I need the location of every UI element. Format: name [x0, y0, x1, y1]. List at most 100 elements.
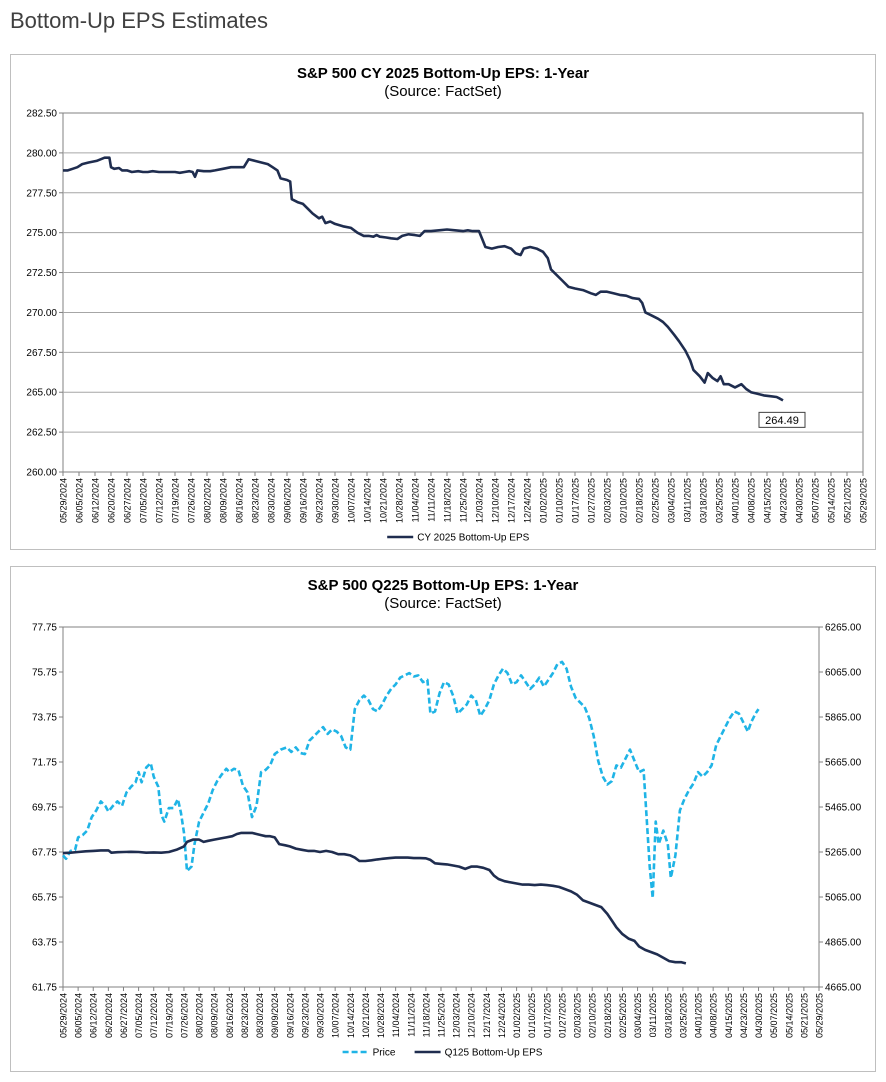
x-tick-label: 06/27/2024 [119, 993, 129, 1038]
y-tick-label: 282.50 [26, 109, 57, 120]
y-right-tick-label: 6065.00 [825, 668, 862, 679]
y-tick-label: 262.50 [26, 428, 57, 439]
x-tick-label: 04/08/2025 [709, 993, 719, 1038]
x-tick-label: 03/18/2025 [699, 478, 709, 523]
x-tick-label: 11/25/2024 [437, 993, 447, 1037]
y-right-tick-label: 4865.00 [825, 938, 862, 949]
x-tick-label: 08/16/2024 [235, 478, 245, 523]
x-tick-label: 02/18/2025 [635, 478, 645, 523]
y-right-tick-label: 5065.00 [825, 893, 862, 904]
x-tick-label: 12/10/2024 [491, 478, 501, 523]
y-tick-label: 63.75 [32, 938, 57, 949]
x-tick-label: 06/12/2024 [89, 993, 99, 1038]
x-tick-label: 12/17/2024 [507, 478, 517, 523]
series-line-0 [62, 660, 760, 900]
x-tick-label: 04/30/2025 [754, 993, 764, 1038]
x-tick-label: 02/25/2025 [651, 478, 661, 523]
x-tick-label: 06/05/2024 [75, 478, 85, 523]
x-tick-label: 12/03/2024 [475, 478, 485, 523]
x-tick-label: 05/29/2024 [59, 478, 69, 523]
x-tick-label: 03/18/2025 [663, 993, 673, 1038]
page-title: Bottom-Up EPS Estimates [10, 8, 268, 33]
x-tick-label: 03/04/2025 [667, 478, 677, 523]
x-tick-label: 04/30/2025 [795, 478, 805, 523]
x-tick-label: 04/15/2025 [724, 993, 734, 1038]
x-tick-label: 12/03/2024 [452, 993, 462, 1038]
x-tick-label: 10/07/2024 [331, 993, 341, 1038]
y-tick-label: 280.00 [26, 148, 57, 159]
y-right-tick-label: 5265.00 [825, 848, 862, 859]
x-tick-label: 02/03/2025 [603, 478, 613, 523]
x-tick-label: 05/14/2025 [784, 993, 794, 1038]
chart-title: S&P 500 CY 2025 Bottom-Up EPS: 1-Year [296, 65, 590, 82]
x-tick-label: 12/10/2024 [467, 993, 477, 1038]
y-tick-label: 71.75 [32, 758, 57, 769]
x-tick-label: 10/21/2024 [379, 478, 389, 523]
x-tick-label: 04/01/2025 [694, 993, 704, 1038]
x-tick-label: 09/09/2024 [270, 993, 280, 1038]
x-tick-label: 01/17/2025 [542, 993, 552, 1038]
x-tick-label: 11/11/2024 [406, 993, 416, 1037]
x-tick-label: 08/30/2024 [267, 478, 277, 523]
y-tick-label: 61.75 [32, 983, 57, 994]
x-tick-label: 12/17/2024 [482, 993, 492, 1038]
y-tick-label: 73.75 [32, 713, 57, 724]
x-tick-label: 10/28/2024 [395, 478, 405, 523]
x-tick-label: 11/04/2024 [391, 993, 401, 1037]
x-tick-label: 05/07/2025 [769, 993, 779, 1038]
y-right-tick-label: 4665.00 [825, 983, 862, 994]
plot-area [62, 112, 864, 473]
x-tick-label: 06/20/2024 [104, 993, 114, 1038]
x-tick-label: 03/11/2025 [683, 478, 693, 522]
y-right-tick-label: 5865.00 [825, 713, 862, 724]
x-tick-label: 01/02/2025 [512, 993, 522, 1038]
x-tick-label: 11/18/2024 [443, 478, 453, 522]
x-tick-label: 08/23/2024 [251, 478, 261, 523]
q225-eps-chart: 77.75 75.75 73.75 71.75 69.75 67.75 65.75 63.75… [32, 623, 862, 1059]
y-tick-label: 75.75 [32, 668, 57, 679]
x-tick-label: 10/21/2024 [361, 993, 371, 1038]
x-tick-label: 08/09/2024 [219, 478, 229, 523]
x-tick-label: 09/23/2024 [315, 478, 325, 523]
y-tick-label: 69.75 [32, 803, 57, 814]
x-tick-label: 09/16/2024 [285, 993, 295, 1038]
x-tick-label: 07/26/2024 [179, 993, 189, 1038]
y-tick-label: 260.00 [26, 468, 57, 479]
x-tick-label: 08/16/2024 [225, 993, 235, 1038]
x-tick-label: 01/02/2025 [539, 478, 549, 523]
legend-label-0: Price [373, 1048, 396, 1059]
x-tick-label: 11/04/2024 [411, 478, 421, 522]
x-tick-label: 08/30/2024 [255, 993, 265, 1038]
x-tick-label: 06/20/2024 [107, 478, 117, 523]
x-tick-label: 06/05/2024 [74, 993, 84, 1038]
x-tick-label: 12/24/2024 [497, 993, 507, 1038]
x-tick-label: 05/21/2025 [799, 993, 809, 1038]
x-tick-label: 01/27/2025 [557, 993, 567, 1038]
y-tick-label: 272.50 [26, 268, 57, 279]
x-tick-label: 09/30/2024 [331, 478, 341, 523]
x-tick-label: 03/25/2025 [678, 993, 688, 1038]
last-value-label: 264.49 [765, 415, 799, 427]
legend-label-1: Q125 Bottom-Up EPS [445, 1048, 543, 1059]
x-tick-label: 09/30/2024 [316, 993, 326, 1038]
x-tick-label: 07/19/2024 [164, 993, 174, 1038]
x-tick-label: 10/28/2024 [376, 993, 386, 1038]
x-tick-label: 04/23/2025 [739, 993, 749, 1038]
y-right-tick-label: 5665.00 [825, 758, 862, 769]
series-line-0 [63, 156, 784, 402]
y-tick-label: 67.75 [32, 848, 57, 859]
cy2025-eps-chart: 282.50 280.00 277.50 275.00 272.50 270.00 267.… [26, 109, 868, 544]
x-tick-label: 06/27/2024 [123, 478, 133, 523]
y-tick-label: 265.00 [26, 388, 57, 399]
x-tick-label: 07/26/2024 [187, 478, 197, 523]
x-tick-label: 01/10/2025 [527, 993, 537, 1038]
x-tick-label: 07/05/2024 [134, 993, 144, 1038]
chart-panel-cy2025: S&P 500 CY 2025 Bottom-Up EPS: 1-Year (S… [10, 54, 876, 550]
x-tick-label: 01/27/2025 [587, 478, 597, 523]
x-tick-label: 12/24/2024 [523, 478, 533, 523]
chart-title: S&P 500 Q225 Bottom-Up EPS: 1-Year [307, 577, 579, 594]
x-tick-label: 09/23/2024 [300, 993, 310, 1038]
y-tick-label: 65.75 [32, 893, 57, 904]
y-tick-label: 77.75 [32, 623, 57, 634]
x-tick-label: 04/23/2025 [779, 478, 789, 523]
